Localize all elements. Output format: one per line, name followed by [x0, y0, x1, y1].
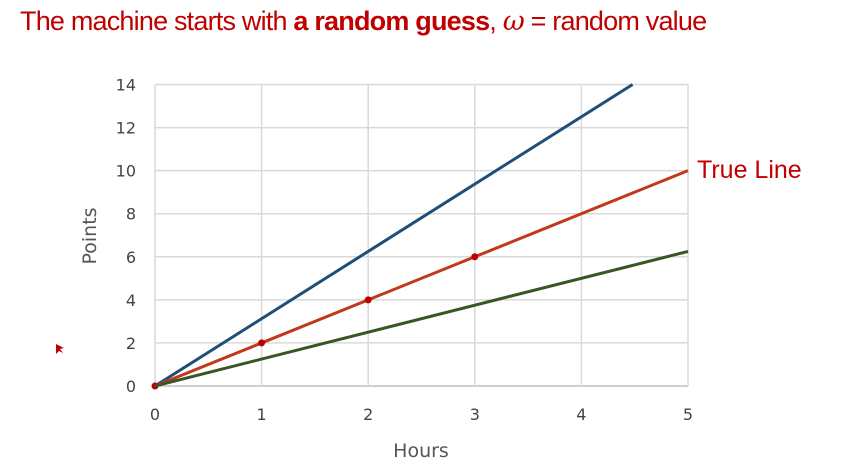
omega-symbol: ω — [502, 6, 525, 37]
y-tick-label: 14 — [116, 76, 136, 95]
y-tick-label: 8 — [126, 205, 136, 224]
x-tick-label: 3 — [470, 405, 480, 424]
y-tick-label: 2 — [126, 334, 136, 353]
x-axis-label: Hours — [393, 440, 449, 462]
title-text: = random value — [523, 6, 707, 36]
data-point — [471, 253, 479, 261]
y-tick-label: 4 — [126, 291, 136, 310]
series — [151, 83, 689, 390]
y-tick-label: 12 — [116, 119, 136, 138]
y-tick-label: 10 — [116, 162, 136, 181]
data-point — [364, 296, 372, 304]
x-tick-label: 0 — [150, 405, 160, 424]
title-text: , — [489, 6, 503, 36]
x-tick-label: 1 — [257, 405, 267, 424]
y-axis-label: Points — [79, 207, 101, 264]
data-point — [258, 339, 266, 347]
series-line-1 — [154, 169, 689, 388]
x-tick-label: 5 — [683, 405, 693, 424]
series-line-0 — [154, 83, 634, 388]
x-tick-label: 4 — [576, 405, 586, 424]
title-bold: a random guess — [293, 6, 490, 36]
true-line-annotation: True Line — [697, 156, 802, 184]
title-text: The machine starts with — [20, 6, 294, 36]
slide-title: The machine starts with a random guess, … — [20, 6, 707, 37]
x-tick-label: 2 — [363, 405, 373, 424]
mouse-cursor-icon — [56, 344, 64, 354]
series-line-2 — [154, 249, 689, 388]
y-tick-label: 6 — [126, 248, 136, 267]
grid — [154, 83, 689, 387]
y-tick-label: 0 — [126, 377, 136, 396]
